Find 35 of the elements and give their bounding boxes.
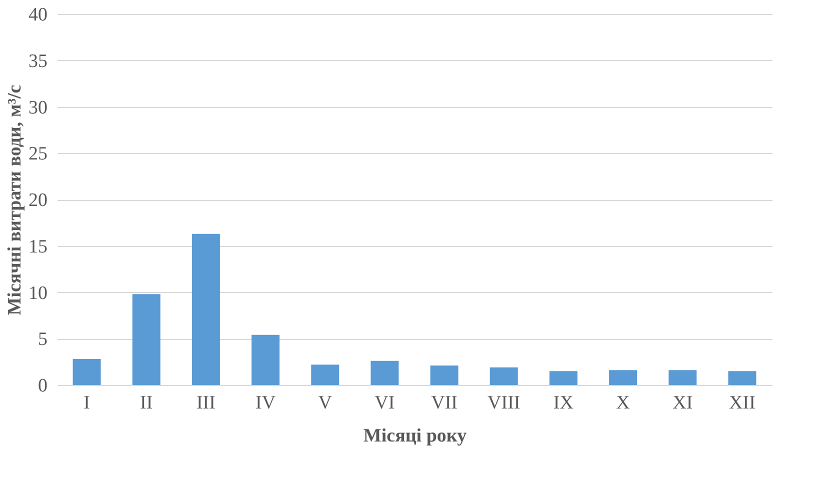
x-tick-label: I (84, 392, 90, 414)
x-tick-label: II (140, 392, 153, 414)
y-tick-label: 15 (28, 236, 48, 258)
bar (370, 360, 399, 385)
bar (668, 370, 697, 385)
x-tick-label: IX (553, 392, 574, 414)
x-tick-label: XII (729, 392, 756, 414)
y-tick-label: 5 (38, 329, 48, 350)
x-tick-label: VIII (488, 392, 520, 414)
bar (252, 334, 280, 385)
bar (311, 364, 340, 385)
bar (609, 370, 638, 385)
x-tick-label: X (616, 392, 630, 414)
y-axis-title: Місячні витрати води, м³/с (4, 84, 26, 316)
y-tick-label: 10 (28, 282, 48, 304)
x-tick-label: III (196, 392, 216, 414)
y-tick-label: 35 (28, 50, 48, 72)
x-tick-label: XI (672, 392, 693, 414)
y-tick-label: 30 (28, 97, 48, 118)
bar (132, 294, 160, 385)
y-tick-label: 25 (28, 144, 48, 165)
y-tick-label: 20 (28, 190, 48, 211)
x-tick-label: VII (431, 392, 458, 414)
y-tick-label: 0 (38, 376, 48, 396)
x-tick-label: V (318, 392, 332, 414)
bar (72, 359, 101, 385)
y-tick-label: 40 (28, 4, 48, 26)
bar (549, 371, 578, 385)
bar (490, 367, 518, 385)
bar (430, 366, 458, 385)
bar (728, 371, 756, 385)
bar (192, 234, 220, 385)
x-axis-title: Місяці року (363, 426, 468, 446)
x-tick-label: VI (374, 392, 395, 414)
x-tick-label: IV (256, 392, 276, 414)
